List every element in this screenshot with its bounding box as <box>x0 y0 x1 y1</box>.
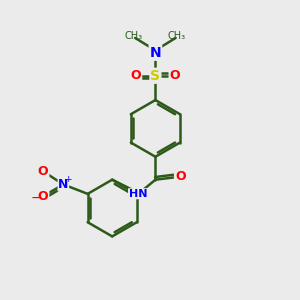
Text: CH₃: CH₃ <box>168 31 186 41</box>
Text: −: − <box>31 190 42 204</box>
Text: S: S <box>150 69 161 83</box>
Text: HN: HN <box>129 189 147 199</box>
Text: O: O <box>169 69 180 82</box>
Text: N: N <box>150 46 161 60</box>
Text: N: N <box>58 178 68 191</box>
Text: O: O <box>38 165 48 178</box>
Text: O: O <box>38 190 48 202</box>
Text: O: O <box>175 170 186 184</box>
Text: +: + <box>64 175 72 184</box>
Text: CH₃: CH₃ <box>125 31 143 41</box>
Text: O: O <box>130 69 141 82</box>
